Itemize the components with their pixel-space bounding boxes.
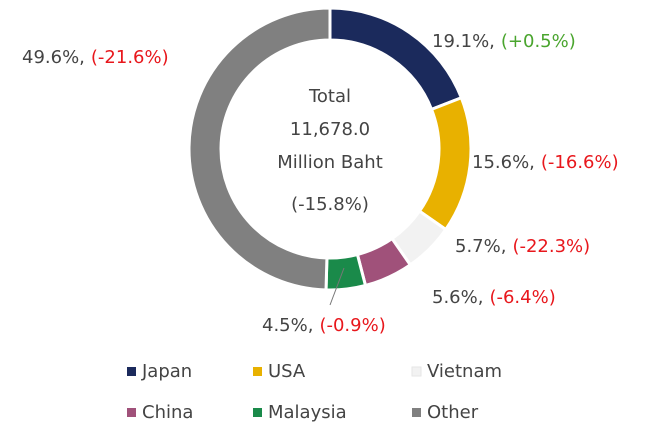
- value-label: 5.6%,: [432, 287, 483, 308]
- legend-label: Malaysia: [268, 402, 347, 423]
- legend-swatch: [412, 408, 421, 417]
- value-label: 15.6%,: [472, 152, 535, 173]
- value-label: 49.6%,: [22, 47, 85, 68]
- value-label: 19.1%,: [432, 31, 495, 52]
- center-text: 11,678.0: [290, 119, 370, 140]
- center-change: (-15.8%): [291, 194, 369, 215]
- data-label: 19.1%, (+0.5%): [432, 31, 576, 52]
- value-label: 4.5%,: [262, 315, 313, 336]
- legend-swatch: [253, 408, 262, 417]
- legend-label: USA: [268, 361, 306, 382]
- data-label: 5.7%, (-22.3%): [455, 236, 590, 257]
- center-text: Million Baht: [277, 152, 383, 173]
- legend-label: Other: [427, 402, 479, 423]
- legend-label: China: [142, 402, 193, 423]
- center-text: Total: [308, 86, 351, 107]
- donut-segment: [187, 6, 332, 292]
- change-label: (+0.5%): [501, 31, 576, 52]
- change-label: (-16.6%): [541, 152, 619, 173]
- legend-swatch: [127, 408, 136, 417]
- legend-swatch: [411, 366, 422, 377]
- data-label: 4.5%, (-0.9%): [262, 315, 386, 336]
- change-label: (-21.6%): [91, 47, 169, 68]
- change-label: (-22.3%): [512, 236, 590, 257]
- change-label: (-0.9%): [319, 315, 385, 336]
- data-label: 5.6%, (-6.4%): [432, 287, 556, 308]
- value-label: 5.7%,: [455, 236, 506, 257]
- leader-line: [329, 267, 345, 306]
- change-label: (-6.4%): [489, 287, 555, 308]
- legend-swatch: [127, 367, 136, 376]
- donut-segment: [417, 95, 473, 232]
- data-label: 49.6%, (-21.6%): [22, 47, 169, 68]
- legend-label: Japan: [141, 361, 192, 382]
- donut-segment: [324, 252, 368, 292]
- legend-swatch: [253, 367, 262, 376]
- legend-label: Vietnam: [427, 361, 502, 382]
- data-label: 15.6%, (-16.6%): [472, 152, 619, 173]
